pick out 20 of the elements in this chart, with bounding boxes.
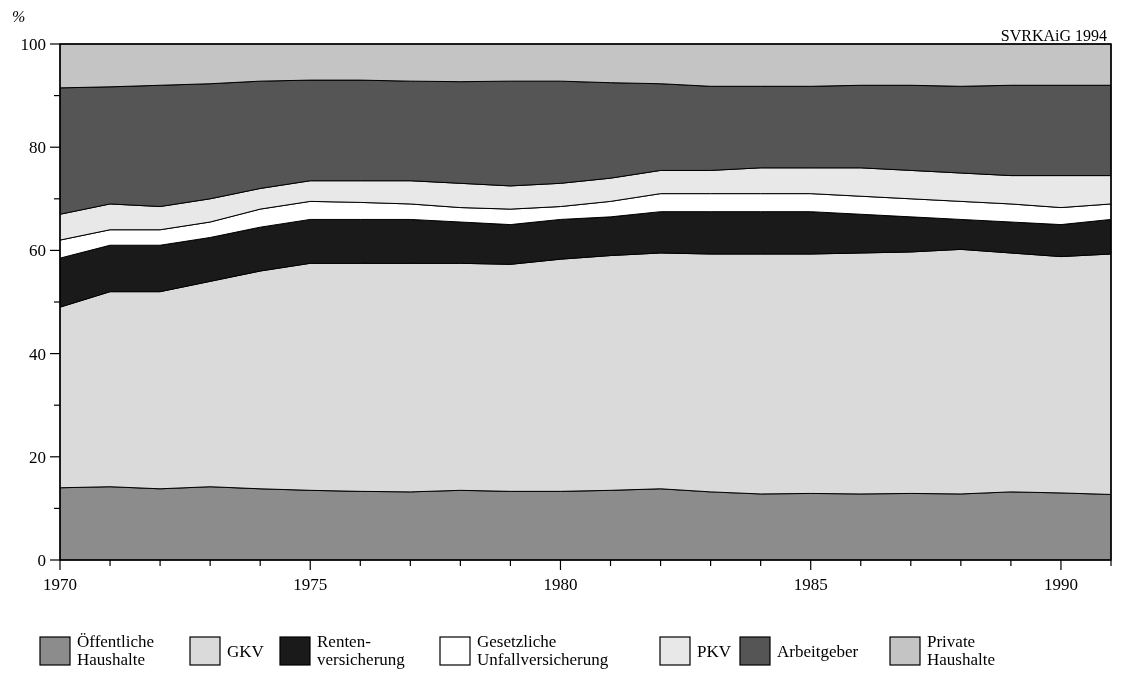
y-tick-label: 20 xyxy=(29,447,46,467)
legend-label: Öffentliche Haushalte xyxy=(77,632,155,669)
x-tick-label: 1980 xyxy=(543,575,578,594)
x-tick-label: 1985 xyxy=(793,575,828,594)
legend-label: GKV xyxy=(227,642,265,661)
legend-label: Gesetzliche Unfallversicherung xyxy=(477,632,609,669)
x-tick-label: 1970 xyxy=(43,575,77,594)
y-tick-label: 60 xyxy=(29,241,46,261)
legend-label: Renten- versicherung xyxy=(317,632,406,669)
legend-label: PKV xyxy=(697,642,732,661)
y-tick-label: 80 xyxy=(29,138,46,158)
y-tick-label: 40 xyxy=(29,344,46,364)
x-tick-label: 1990 xyxy=(1043,575,1078,594)
annotation: SVRKAiG 1994 xyxy=(1000,27,1107,44)
x-tick-label: 1975 xyxy=(293,575,328,594)
y-axis-title: % xyxy=(12,8,26,25)
y-tick-label: 0 xyxy=(37,551,46,570)
y-tick-label: 100 xyxy=(20,35,46,54)
legend-label: Private Haushalte xyxy=(927,632,995,669)
legend-label: Arbeitgeber xyxy=(777,642,859,661)
